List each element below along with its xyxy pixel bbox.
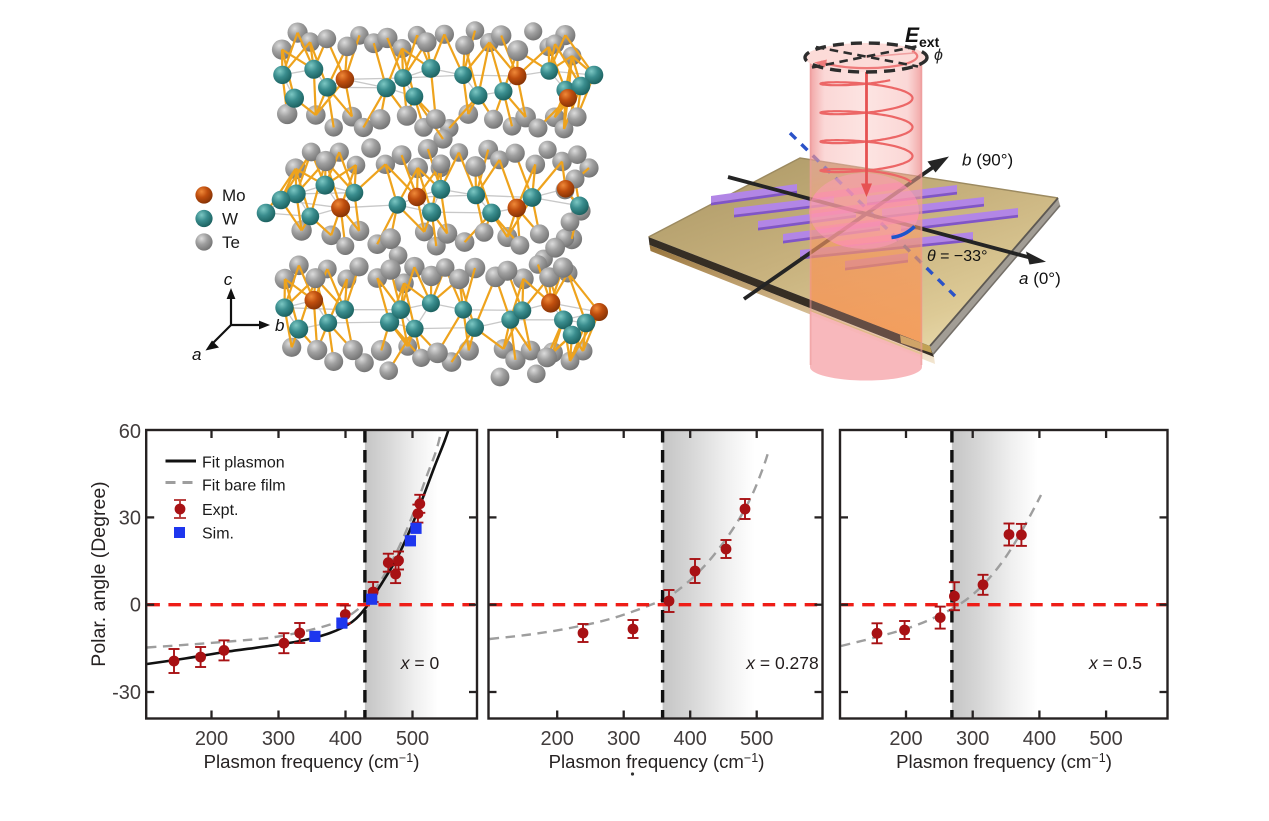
svg-text:Plasmon frequency (cm−1): Plasmon frequency (cm−1) <box>896 751 1112 772</box>
svg-text:Mo: Mo <box>222 186 246 205</box>
svg-text:300: 300 <box>262 728 295 750</box>
svg-text:Expt.: Expt. <box>202 502 238 519</box>
svg-text:ϕ: ϕ <box>934 47 943 64</box>
svg-text:400: 400 <box>1023 728 1056 750</box>
svg-text:200: 200 <box>889 728 922 750</box>
svg-text:x = 0.5: x = 0.5 <box>1088 653 1142 673</box>
svg-text:a (0°): a (0°) <box>1019 269 1061 288</box>
svg-text:400: 400 <box>329 728 362 750</box>
svg-text:x = 0: x = 0 <box>400 653 440 673</box>
svg-text:-30: -30 <box>112 682 141 704</box>
svg-text:400: 400 <box>674 728 707 750</box>
svg-text:a: a <box>192 345 201 364</box>
svg-text:30: 30 <box>119 507 141 529</box>
svg-text:b: b <box>275 316 284 335</box>
svg-text:500: 500 <box>396 728 429 750</box>
svg-text:Plasmon frequency (cm−1): Plasmon frequency (cm−1) <box>549 751 765 772</box>
svg-text:Plasmon frequency (cm−1): Plasmon frequency (cm−1) <box>204 751 420 772</box>
svg-text:c: c <box>224 270 233 289</box>
svg-text:0: 0 <box>130 595 141 617</box>
svg-text:500: 500 <box>1089 728 1122 750</box>
svg-text:300: 300 <box>956 728 989 750</box>
svg-text:Te: Te <box>222 233 240 252</box>
svg-text:x = 0.278: x = 0.278 <box>745 653 819 673</box>
svg-text:W: W <box>222 210 238 229</box>
svg-text:θ = −33°: θ = −33° <box>927 248 987 265</box>
svg-text:Fit bare film: Fit bare film <box>202 478 286 495</box>
svg-text:Fit plasmon: Fit plasmon <box>202 455 285 472</box>
svg-text:500: 500 <box>740 728 773 750</box>
svg-text:60: 60 <box>119 421 141 443</box>
svg-text:200: 200 <box>541 728 574 750</box>
svg-text:200: 200 <box>195 728 228 750</box>
svg-text:Polar. angle (Degree): Polar. angle (Degree) <box>88 481 110 666</box>
svg-text:Sim.: Sim. <box>202 526 234 543</box>
svg-text:300: 300 <box>607 728 640 750</box>
svg-text:b (90°): b (90°) <box>962 151 1013 170</box>
